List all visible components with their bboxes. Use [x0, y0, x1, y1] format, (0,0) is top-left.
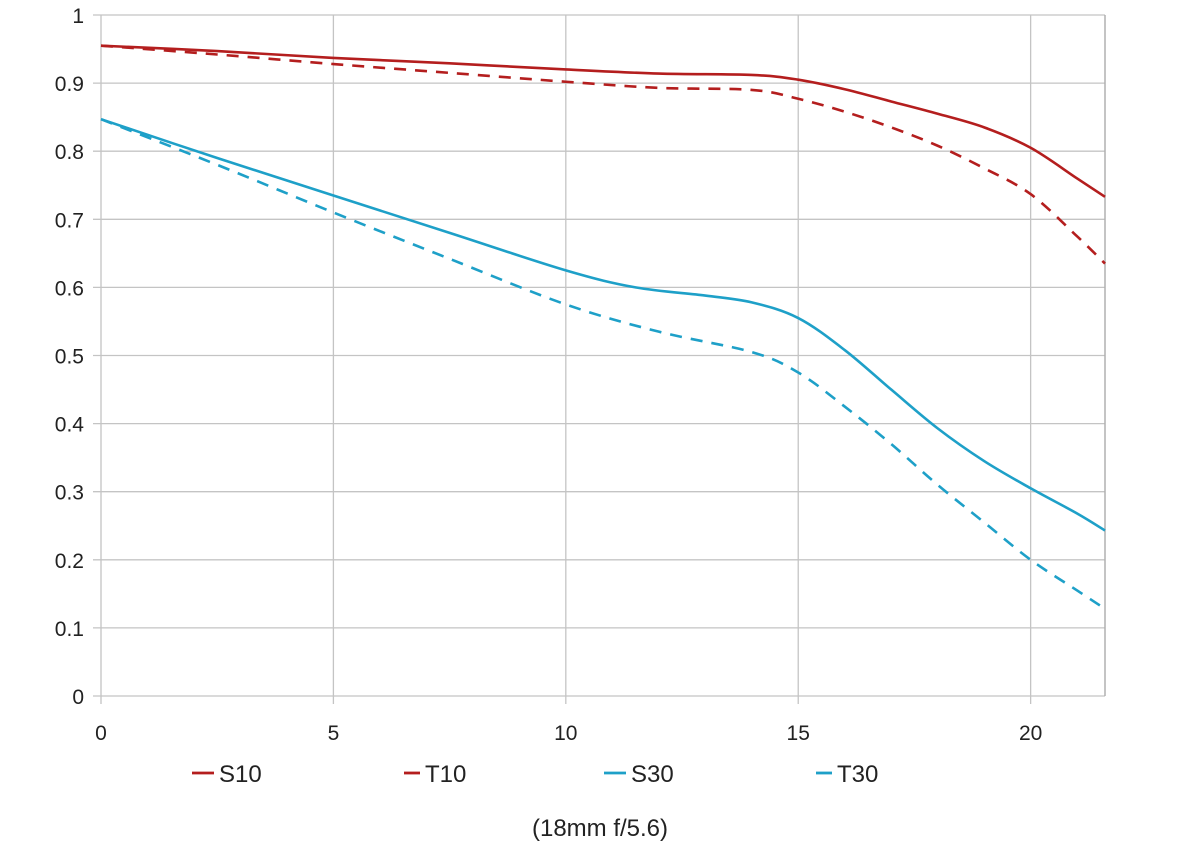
legend-label-t30: T30: [837, 761, 878, 788]
legend: S10 T10 S30 T30: [192, 761, 878, 788]
x-tick-label: 15: [787, 722, 810, 745]
x-tick-label: 20: [1019, 722, 1042, 745]
y-axis-ticks: 0 0.1 0.2 0.3 0.4 0.5 0.6 0.7 0.8 0.9 1: [55, 5, 85, 709]
grid: [93, 14, 1106, 704]
y-tick-label: 0.8: [55, 141, 84, 164]
chart-caption: (18mm f/5.6): [532, 815, 668, 842]
series-line-s30: [100, 117, 1106, 532]
y-tick-label: 1: [72, 5, 84, 28]
y-tick-label: 0.3: [55, 482, 84, 505]
y-tick-label: 0.5: [55, 346, 84, 369]
y-tick-label: 0.7: [55, 209, 84, 232]
x-tick-label: 5: [328, 722, 340, 745]
legend-label-s30: S30: [631, 761, 674, 788]
y-tick-label: 0.4: [55, 414, 85, 437]
x-tick-label: 10: [554, 722, 577, 745]
series-line-t30: [100, 117, 1106, 610]
y-tick-label: 0.2: [55, 550, 84, 573]
legend-label-t10: T10: [425, 761, 466, 788]
y-tick-label: 0.6: [55, 277, 84, 300]
series-line-s10: [100, 44, 1106, 198]
series-line-t10: [100, 44, 1106, 265]
x-tick-label: 0: [95, 722, 107, 745]
y-tick-label: 0.9: [55, 73, 84, 96]
y-tick-label: 0.1: [55, 618, 84, 641]
legend-label-s10: S10: [219, 761, 262, 788]
x-axis-ticks: 0 5 10 15 20: [95, 722, 1042, 745]
y-tick-label: 0: [72, 686, 84, 709]
series-lines: [100, 44, 1106, 610]
